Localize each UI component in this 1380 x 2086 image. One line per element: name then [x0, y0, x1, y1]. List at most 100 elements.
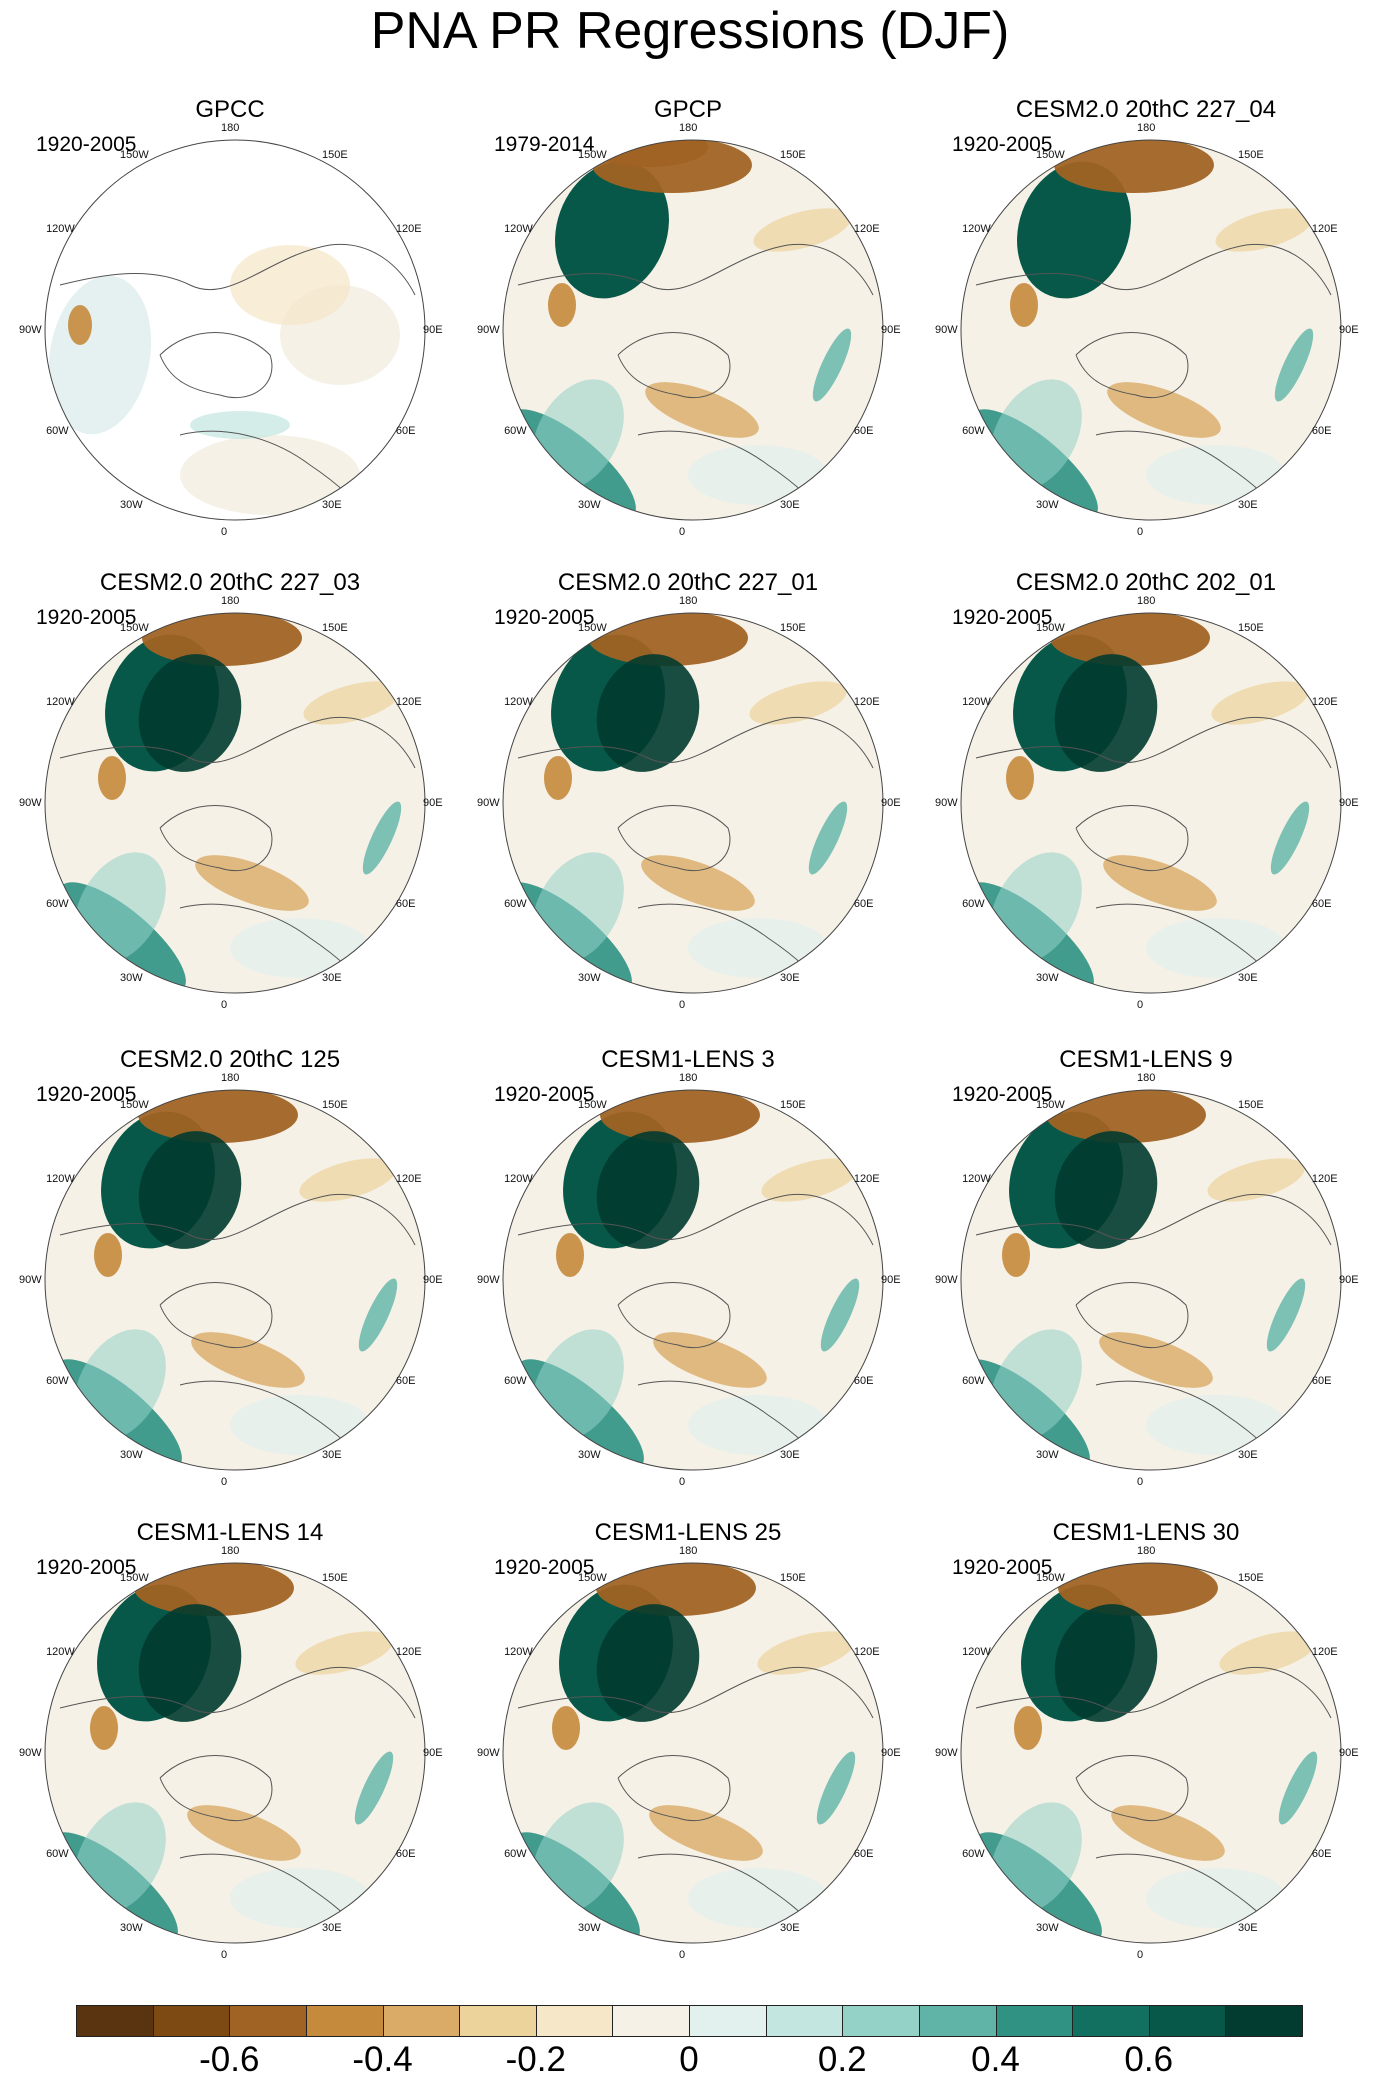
- longitude-label: 150E: [780, 1572, 806, 1585]
- longitude-label: 30W: [120, 498, 143, 511]
- longitude-label: 180: [1137, 595, 1156, 607]
- longitude-label: 180: [1137, 1072, 1156, 1084]
- longitude-label: 120E: [853, 223, 880, 235]
- panel-years: 1920-2005: [494, 1556, 595, 1579]
- panel-years: 1920-2005: [36, 606, 137, 629]
- figure-title: PNA PR Regressions (DJF): [370, 2, 1010, 60]
- panel-title: GPCC: [195, 96, 265, 123]
- longitude-label: 120E: [853, 1646, 880, 1658]
- longitude-label: 180: [221, 1072, 240, 1084]
- longitude-label: 0: [679, 1949, 686, 1961]
- longitude-label: 60W: [962, 425, 985, 437]
- longitude-label: 60E: [1311, 1375, 1332, 1387]
- panel-title: CESM2.0 20thC 227_01: [557, 569, 819, 596]
- colorbar-tick-label: 0: [679, 2040, 699, 2079]
- colorbar-tick-label: -0.4: [352, 2040, 413, 2079]
- longitude-label: 120W: [962, 1646, 991, 1658]
- longitude-label: 150W: [1036, 1099, 1065, 1112]
- longitude-label: 120W: [962, 1173, 991, 1185]
- map-panel: CESM1-LENS 3 180 150E 120E 90E 60E 30E 0 30W 60W 9…: [458, 1045, 918, 1515]
- colorbar-box: [152, 2005, 231, 2037]
- longitude-label: 90W: [935, 1274, 958, 1286]
- map-panel: CESM1-LENS 25 180 150E 120E 90E 60E 30E 0 30W 60W…: [458, 1518, 918, 1988]
- longitude-label: 150E: [1238, 622, 1264, 635]
- longitude-label: 60E: [853, 425, 874, 437]
- longitude-label: 30W: [578, 498, 601, 511]
- longitude-label: 120E: [395, 223, 422, 235]
- map-panel: CESM2.0 20thC 125 180 150E 120E 90E 60E 30E 0 30…: [0, 1045, 460, 1515]
- longitude-label: 30E: [322, 498, 342, 511]
- polar-map: [502, 139, 884, 521]
- longitude-label: 30E: [322, 1448, 342, 1461]
- longitude-label: 150E: [780, 1099, 806, 1112]
- longitude-label: 0: [679, 526, 686, 538]
- colorbar: [76, 2005, 1303, 2041]
- longitude-label: 150E: [322, 622, 348, 635]
- longitude-label: 0: [221, 526, 228, 538]
- colorbar-box: [229, 2005, 307, 2037]
- panel-title: GPCP: [653, 96, 722, 123]
- longitude-label: 150E: [780, 149, 806, 162]
- longitude-label: 30E: [1238, 1448, 1258, 1461]
- longitude-label: 60W: [962, 898, 985, 910]
- polar-map: [502, 1562, 884, 1944]
- longitude-label: 180: [679, 595, 698, 607]
- longitude-label: 30W: [578, 971, 601, 984]
- longitude-label: 60E: [1311, 425, 1332, 437]
- longitude-label: 60E: [853, 898, 874, 910]
- longitude-label: 150W: [1036, 149, 1065, 162]
- longitude-label: 120E: [1311, 696, 1338, 708]
- longitude-label: 150W: [578, 622, 607, 635]
- colorbar-tick-label: 0.2: [817, 2040, 867, 2079]
- longitude-label: 30W: [1036, 1921, 1059, 1934]
- longitude-label: 120W: [46, 1646, 75, 1658]
- panel-years: 1920-2005: [952, 1083, 1053, 1106]
- longitude-label: 0: [1137, 526, 1144, 538]
- longitude-label: 180: [1137, 1545, 1156, 1557]
- map-panel: CESM2.0 20thC 227_01 180 150E 120E 90E 60E 30E…: [458, 568, 918, 1038]
- longitude-label: 120W: [504, 223, 533, 235]
- panel-years: 1920-2005: [494, 606, 595, 629]
- map-panel: CESM2.0 20thC 227_03 180 150E 120E 90E 60E 30E…: [0, 568, 460, 1038]
- longitude-label: 90W: [935, 1747, 958, 1759]
- longitude-label: 90W: [477, 324, 500, 336]
- colorbar-box: [382, 2005, 461, 2037]
- panel-title: CESM1-LENS 25: [594, 1519, 782, 1546]
- longitude-label: 0: [1137, 999, 1144, 1011]
- longitude-label: 120W: [46, 696, 75, 708]
- longitude-label: 30W: [1036, 498, 1059, 511]
- colorbar-box: [1148, 2005, 1227, 2037]
- map-panel: CESM2.0 20thC 202_01 180 150E 120E 90E 60E 30E…: [916, 568, 1376, 1038]
- longitude-label: 0: [1137, 1476, 1144, 1488]
- longitude-label: 90E: [881, 1274, 901, 1286]
- longitude-label: 30E: [1238, 498, 1258, 511]
- polar-map: [44, 1089, 426, 1471]
- longitude-label: 30E: [1238, 1921, 1258, 1934]
- longitude-label: 60E: [395, 1848, 416, 1860]
- longitude-label: 60W: [504, 425, 527, 437]
- longitude-label: 60W: [46, 425, 69, 437]
- polar-map: [960, 139, 1342, 521]
- longitude-label: 120E: [395, 1646, 422, 1658]
- longitude-label: 60W: [504, 1848, 527, 1860]
- longitude-label: 60E: [853, 1375, 874, 1387]
- longitude-label: 90E: [1339, 1274, 1359, 1286]
- longitude-label: 120W: [504, 1646, 533, 1658]
- panel-title: CESM2.0 20thC 125: [119, 1046, 341, 1073]
- longitude-label: 0: [221, 1949, 228, 1961]
- longitude-label: 120W: [504, 1173, 533, 1185]
- longitude-label: 180: [221, 595, 240, 607]
- longitude-label: 0: [1137, 1949, 1144, 1961]
- longitude-label: 60E: [1311, 898, 1332, 910]
- colorbar-box: [765, 2005, 844, 2037]
- longitude-label: 150E: [1238, 149, 1264, 162]
- longitude-label: 60W: [504, 1375, 527, 1387]
- longitude-label: 90E: [881, 797, 901, 809]
- longitude-label: 30E: [1238, 971, 1258, 984]
- longitude-label: 30W: [1036, 971, 1059, 984]
- map-panel: CESM1-LENS 14 180 150E 120E 90E 60E 30E 0 30W 60W…: [0, 1518, 460, 1988]
- longitude-label: 120W: [504, 696, 533, 708]
- panel-years: 1920-2005: [494, 1083, 595, 1106]
- panel-years: 1979-2014: [494, 133, 595, 156]
- longitude-label: 60W: [46, 1848, 69, 1860]
